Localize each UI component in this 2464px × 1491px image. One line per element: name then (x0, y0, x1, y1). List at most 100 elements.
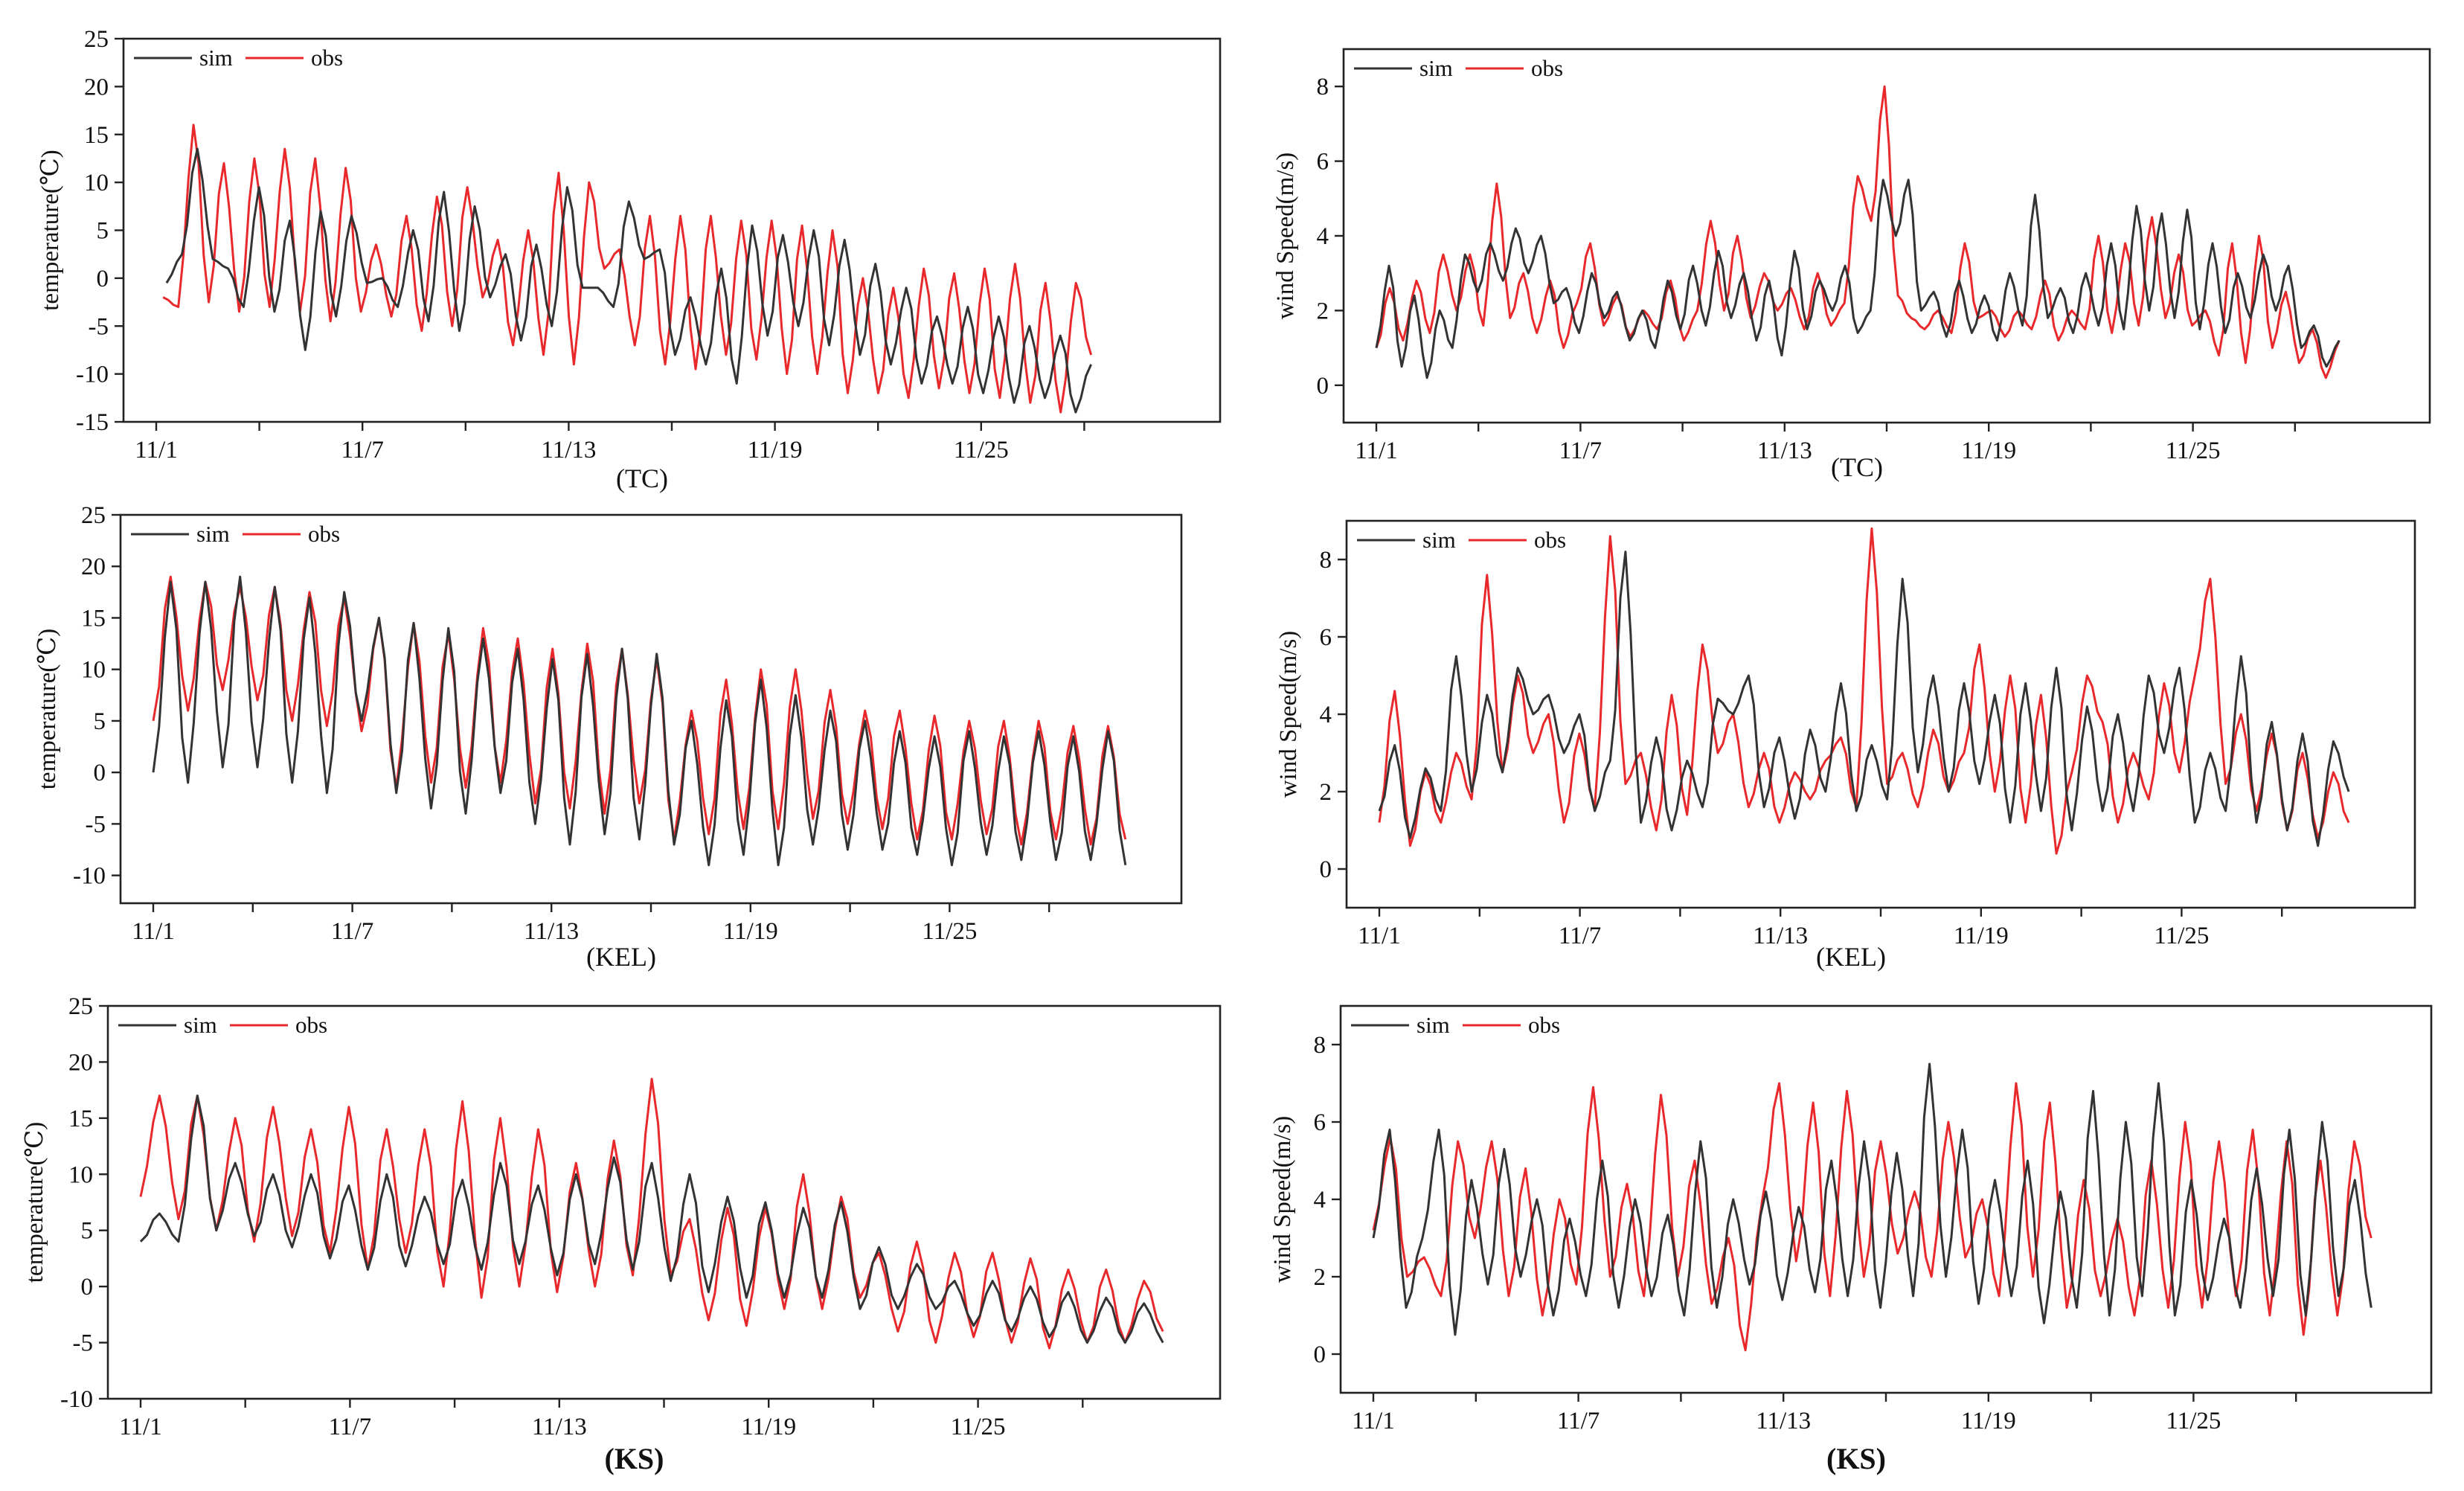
plot-frame (1339, 1004, 2433, 1394)
series-obs-line (1378, 527, 2350, 855)
y-tick-label: -10 (76, 362, 109, 388)
y-axis-label: temperature(℃) (22, 1122, 48, 1283)
y-tick-label: 10 (68, 1161, 93, 1188)
chart-wind-ks: 0 2 4 6 8 11/1 11/7 11/13 11/19 11/25 wind Speed(m… (1269, 1004, 2433, 1475)
x-tick-label: 11/13 (524, 918, 579, 945)
series-obs-line (152, 575, 1127, 846)
series-sim-line (165, 147, 1092, 414)
series-sim-line (1372, 1062, 2372, 1336)
y-tick-label: 0 (97, 266, 109, 292)
legend-obs-label: obs (1528, 1012, 1560, 1038)
y-tick-label: 20 (68, 1049, 93, 1076)
x-tick-label: 11/13 (541, 437, 596, 464)
chart-wind-tc: 0 2 4 6 8 11/1 11/7 11/13 11/19 11/25 wind Speed(m… (1272, 48, 2431, 482)
x-tick-label: 11/13 (1756, 1408, 1811, 1434)
y-tick-label: 5 (94, 708, 106, 735)
series-sim-line (139, 1094, 1164, 1344)
y-tick-label: 25 (84, 26, 109, 53)
y-tick-label: -5 (73, 1330, 94, 1357)
x-tick-label: 11/25 (2166, 437, 2221, 464)
y-tick-label: 6 (1320, 624, 1332, 651)
y-tick-label: 20 (81, 554, 106, 580)
x-tick-label: 11/19 (748, 437, 803, 464)
chart-wind-kel: 0 2 4 6 8 11/1 11/7 11/13 11/19 11/25 wind Speed(m… (1275, 519, 2416, 972)
y-tick-label: 2 (1314, 1264, 1326, 1291)
y-tick-label: 15 (81, 605, 106, 632)
x-tick-label: 11/7 (1559, 437, 1602, 464)
y-tick-label: 25 (81, 502, 106, 529)
x-tick-label: 11/25 (2154, 923, 2209, 949)
x-tick-label: 11/1 (1358, 923, 1400, 949)
x-tick-label: 11/19 (1961, 437, 2016, 464)
legend-sim-label: sim (196, 521, 230, 547)
x-tick-label: 11/13 (1753, 923, 1808, 949)
y-axis-label: temperature(℃) (34, 629, 61, 789)
x-tick-label: 11/25 (951, 1414, 1006, 1440)
y-tick-label: 6 (1314, 1109, 1326, 1136)
y-tick-label: -5 (89, 313, 109, 340)
x-tick-label: 11/1 (1355, 437, 1397, 464)
y-tick-label: 0 (1317, 373, 1329, 400)
y-tick-label: 2 (1317, 298, 1329, 324)
y-tick-label: 15 (84, 122, 109, 149)
series-sim-line (1375, 179, 2341, 379)
chart-caption: (KEL) (586, 942, 656, 972)
y-tick-label: 5 (97, 218, 109, 245)
y-tick-label: 10 (84, 170, 109, 196)
y-tick-label: -5 (86, 811, 106, 838)
chart-caption: (KS) (1826, 1442, 1886, 1475)
y-tick-label: 4 (1314, 1187, 1326, 1213)
y-tick-label: 15 (68, 1106, 93, 1132)
series-obs-line (139, 1077, 1164, 1350)
x-tick-label: 11/25 (922, 918, 977, 945)
y-tick-label: 0 (1320, 856, 1332, 883)
y-tick-label: 0 (1314, 1341, 1326, 1368)
chart-caption: (KEL) (1816, 942, 1886, 972)
legend-obs-label: obs (308, 521, 340, 547)
y-tick-label: 0 (81, 1274, 94, 1301)
y-tick-label: 0 (94, 760, 106, 786)
series-sim-line (152, 575, 1127, 867)
y-axis-label: wind Speed(m/s) (1269, 1116, 1296, 1283)
chart-caption: (KS) (605, 1442, 664, 1475)
plot-frame (1345, 519, 2416, 909)
y-tick-label: 8 (1317, 74, 1329, 100)
y-tick-label: 10 (81, 657, 106, 684)
y-axis-label: wind Speed(m/s) (1275, 631, 1302, 798)
series-obs-line (1375, 85, 2341, 379)
x-tick-label: 11/1 (1352, 1408, 1394, 1434)
y-tick-label: 25 (68, 993, 93, 1020)
legend-obs-label: obs (1534, 527, 1566, 553)
y-axis-label: temperature(℃) (37, 150, 64, 310)
chart-caption: (TC) (616, 464, 668, 493)
legend-sim-label: sim (1417, 1012, 1450, 1038)
y-tick-label: 5 (81, 1218, 94, 1245)
x-tick-label: 11/1 (135, 437, 177, 464)
x-tick-label: 11/19 (1961, 1408, 2016, 1434)
x-tick-label: 11/19 (723, 918, 778, 945)
legend-sim-label: sim (1422, 527, 1456, 553)
legend-obs-label: obs (311, 45, 343, 71)
x-tick-label: 11/13 (532, 1414, 587, 1440)
x-tick-label: 11/19 (1954, 923, 2009, 949)
series-obs-line (162, 124, 1093, 414)
chart-temp-tc: -15 -10 -5 0 5 10 15 20 25 11/1 11/7 11/13 11/19 11/2… (37, 26, 1222, 493)
chart-temp-ks: -10 -5 0 5 10 15 20 25 11/1 11/7 11/13 11/19 11/25 te… (22, 993, 1222, 1475)
y-tick-label: 4 (1320, 702, 1332, 728)
x-tick-label: 11/25 (2166, 1408, 2221, 1434)
chart-caption: (TC) (1831, 452, 1883, 482)
legend-sim-label: sim (1419, 55, 1453, 81)
x-tick-label: 11/19 (741, 1414, 796, 1440)
y-tick-label: 8 (1314, 1032, 1326, 1059)
x-tick-label: 11/7 (1559, 923, 1601, 949)
legend-sim-label: sim (184, 1012, 217, 1038)
y-tick-label: 20 (84, 74, 109, 100)
legend-sim-label: sim (199, 45, 233, 71)
y-tick-label: 4 (1317, 223, 1329, 250)
y-tick-label: -15 (76, 409, 109, 436)
x-tick-label: 11/7 (341, 437, 383, 464)
x-tick-label: 11/13 (1757, 437, 1812, 464)
legend-obs-label: obs (1531, 55, 1563, 81)
y-axis-label: wind Speed(m/s) (1272, 153, 1299, 320)
